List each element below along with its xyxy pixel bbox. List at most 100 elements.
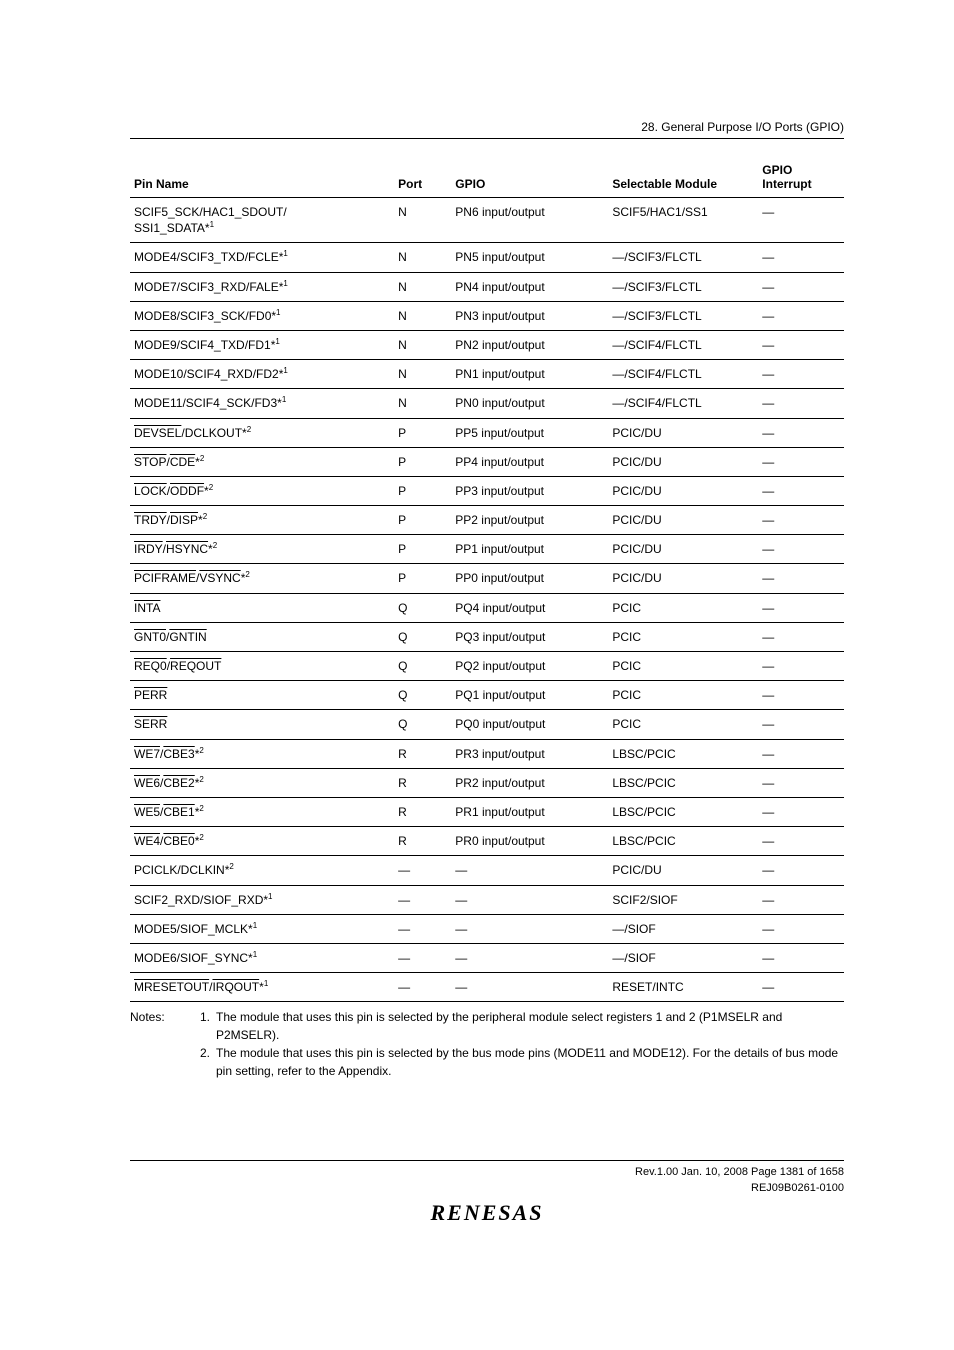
cell-gpio: PQ1 input/output	[451, 681, 608, 710]
cell-module: RESET/INTC	[608, 973, 758, 1002]
th-pin: Pin Name	[130, 157, 394, 198]
cell-module: PCIC	[608, 593, 758, 622]
cell-port: Q	[394, 681, 451, 710]
table-row: MODE5/SIOF_MCLK*1———/SIOF—	[130, 914, 844, 943]
cell-module: —/SIOF	[608, 914, 758, 943]
cell-gpio: PN4 input/output	[451, 272, 608, 301]
cell-interrupt: —	[758, 797, 844, 826]
cell-pin: MRESETOUT/IRQOUT*1	[130, 973, 394, 1002]
cell-interrupt: —	[758, 360, 844, 389]
cell-interrupt: —	[758, 564, 844, 593]
cell-interrupt: —	[758, 652, 844, 681]
cell-pin: MODE7/SCIF3_RXD/FALE*1	[130, 272, 394, 301]
note-text: The module that uses this pin is selecte…	[216, 1008, 844, 1044]
cell-pin: STOP/CDE*2	[130, 447, 394, 476]
cell-pin: PCIFRAME/VSYNC*2	[130, 564, 394, 593]
cell-gpio: —	[451, 943, 608, 972]
cell-module: PCIC	[608, 652, 758, 681]
cell-pin: MODE8/SCIF3_SCK/FD0*1	[130, 301, 394, 330]
cell-pin: LOCK/ODDF*2	[130, 476, 394, 505]
cell-interrupt: —	[758, 622, 844, 651]
cell-port: Q	[394, 710, 451, 739]
page-footer: Rev.1.00 Jan. 10, 2008 Page 1381 of 1658…	[130, 1160, 844, 1226]
cell-interrupt: —	[758, 243, 844, 272]
cell-pin: IRDY/HSYNC*2	[130, 535, 394, 564]
cell-port: R	[394, 739, 451, 768]
table-row: MRESETOUT/IRQOUT*1——RESET/INTC—	[130, 973, 844, 1002]
cell-module: LBSC/PCIC	[608, 797, 758, 826]
cell-module: PCIC/DU	[608, 535, 758, 564]
cell-module: —/SCIF4/FLCTL	[608, 330, 758, 359]
cell-interrupt: —	[758, 768, 844, 797]
cell-interrupt: —	[758, 272, 844, 301]
cell-interrupt: —	[758, 418, 844, 447]
cell-module: —/SCIF3/FLCTL	[608, 301, 758, 330]
cell-interrupt: —	[758, 973, 844, 1002]
cell-interrupt: —	[758, 885, 844, 914]
cell-pin: TRDY/DISP*2	[130, 506, 394, 535]
cell-module: SCIF2/SIOF	[608, 885, 758, 914]
cell-module: PCIC	[608, 622, 758, 651]
table-row: MODE11/SCIF4_SCK/FD3*1NPN0 input/output —…	[130, 389, 844, 418]
cell-gpio: PQ0 input/output	[451, 710, 608, 739]
cell-port: N	[394, 198, 451, 243]
cell-port: P	[394, 418, 451, 447]
table-row: TRDY/DISP*2PPP2 input/outputPCIC/DU—	[130, 506, 844, 535]
cell-module: —/SCIF4/FLCTL	[608, 360, 758, 389]
cell-pin: INTA	[130, 593, 394, 622]
cell-interrupt: —	[758, 739, 844, 768]
cell-module: LBSC/PCIC	[608, 827, 758, 856]
cell-port: P	[394, 447, 451, 476]
table-row: IRDY/HSYNC*2PPP1 input/outputPCIC/DU—	[130, 535, 844, 564]
th-gpio: GPIO	[451, 157, 608, 198]
cell-gpio: PR3 input/output	[451, 739, 608, 768]
cell-module: SCIF5/HAC1/SS1	[608, 198, 758, 243]
cell-gpio: PN3 input/output	[451, 301, 608, 330]
cell-pin: REQ0/REQOUT	[130, 652, 394, 681]
cell-module: PCIC/DU	[608, 856, 758, 885]
table-row: MODE8/SCIF3_SCK/FD0*1NPN3 input/output—/…	[130, 301, 844, 330]
cell-interrupt: —	[758, 476, 844, 505]
cell-interrupt: —	[758, 198, 844, 243]
cell-module: PCIC/DU	[608, 564, 758, 593]
cell-module: PCIC	[608, 710, 758, 739]
cell-gpio: PN6 input/output	[451, 198, 608, 243]
cell-pin: MODE11/SCIF4_SCK/FD3*1	[130, 389, 394, 418]
table-row: GNT0/GNTINQPQ3 input/outputPCIC—	[130, 622, 844, 651]
cell-pin: WE5/CBE1*2	[130, 797, 394, 826]
cell-module: PCIC/DU	[608, 506, 758, 535]
table-row: MODE7/SCIF3_RXD/FALE*1NPN4 input/output —…	[130, 272, 844, 301]
cell-module: —/SCIF3/FLCTL	[608, 243, 758, 272]
cell-module: —/SIOF	[608, 943, 758, 972]
cell-port: N	[394, 389, 451, 418]
table-row: WE4/CBE0*2RPR0 input/outputLBSC/PCIC—	[130, 827, 844, 856]
table-row: SCIF5_SCK/HAC1_SDOUT/SSI1_SDATA*1NPN6 in…	[130, 198, 844, 243]
table-row: LOCK/ODDF*2PPP3 input/outputPCIC/DU—	[130, 476, 844, 505]
cell-port: —	[394, 856, 451, 885]
cell-gpio: PN2 input/output	[451, 330, 608, 359]
cell-interrupt: —	[758, 301, 844, 330]
table-row: PERRQPQ1 input/outputPCIC—	[130, 681, 844, 710]
cell-pin: MODE10/SCIF4_RXD/FD2*1	[130, 360, 394, 389]
cell-gpio: PQ3 input/output	[451, 622, 608, 651]
cell-interrupt: —	[758, 681, 844, 710]
table-row: WE7/CBE3*2RPR3 input/outputLBSC/PCIC—	[130, 739, 844, 768]
cell-interrupt: —	[758, 389, 844, 418]
table-row: PCIFRAME/VSYNC*2PPP0 input/outputPCIC/DU…	[130, 564, 844, 593]
cell-interrupt: —	[758, 330, 844, 359]
cell-gpio: PN0 input/output	[451, 389, 608, 418]
cell-port: R	[394, 768, 451, 797]
cell-gpio: PN5 input/output	[451, 243, 608, 272]
cell-pin: PERR	[130, 681, 394, 710]
cell-port: —	[394, 943, 451, 972]
th-module: Selectable Module	[608, 157, 758, 198]
cell-gpio: PR2 input/output	[451, 768, 608, 797]
cell-gpio: PP3 input/output	[451, 476, 608, 505]
cell-port: Q	[394, 622, 451, 651]
cell-port: N	[394, 272, 451, 301]
cell-pin: WE7/CBE3*2	[130, 739, 394, 768]
cell-module: PCIC/DU	[608, 447, 758, 476]
cell-gpio: —	[451, 856, 608, 885]
table-row: STOP/CDE*2PPP4 input/outputPCIC/DU—	[130, 447, 844, 476]
cell-pin: PCICLK/DCLKIN*2	[130, 856, 394, 885]
